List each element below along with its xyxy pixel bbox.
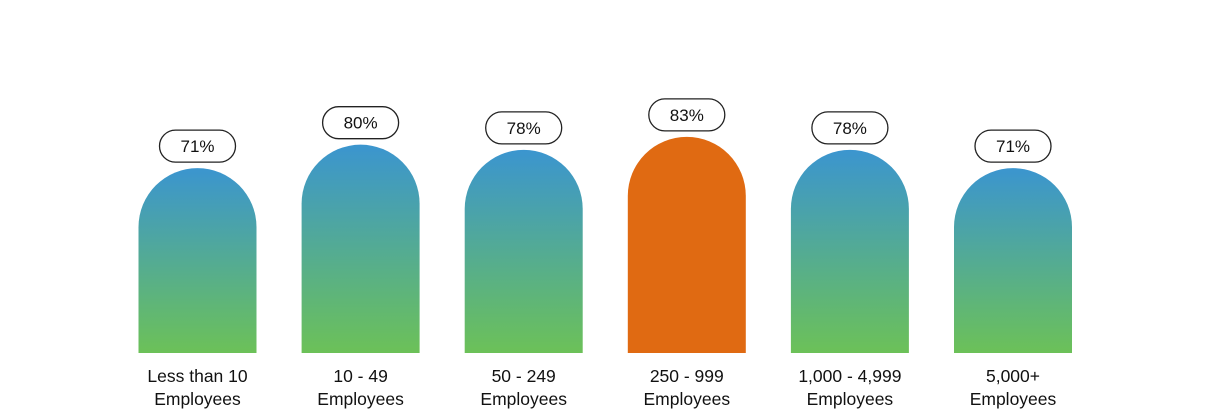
value-label: 83% [670, 106, 704, 125]
category-unit: Employees [644, 389, 731, 409]
category-range: 50 - 249 [492, 366, 556, 386]
value-pill-0: 71% [158, 129, 237, 163]
category-label-4: 1,000 - 4,999 Employees [798, 366, 901, 409]
bar-3 [627, 136, 746, 353]
category-range: Less than 10 [147, 366, 247, 386]
value-pill-5: 71% [974, 129, 1052, 163]
value-pill-1: 80% [321, 106, 400, 140]
value-label: 78% [507, 119, 541, 138]
category-range: 1,000 - 4,999 [798, 366, 901, 386]
bar-0 [138, 168, 257, 353]
value-pill-outline [974, 129, 1052, 163]
value-label: 78% [833, 119, 867, 138]
category-unit: Employees [154, 389, 241, 409]
category-range: 5,000+ [986, 366, 1040, 386]
value-label: 71% [180, 137, 214, 156]
category-label-3: 250 - 999 Employees [644, 366, 731, 409]
bar-2 [464, 149, 583, 353]
category-unit: Employees [970, 389, 1057, 409]
value-pill-outline [811, 111, 889, 145]
value-pill-3: 83% [648, 98, 726, 132]
category-label-1: 10 - 49 Employees [317, 366, 404, 409]
value-pill-4: 78% [811, 111, 889, 145]
category-range: 250 - 999 [650, 366, 724, 386]
value-pill-outline [485, 111, 563, 145]
value-label: 80% [344, 114, 378, 133]
category-unit: Employees [317, 389, 404, 409]
value-pill-outline [321, 106, 400, 140]
value-labels-group: 71% 80% 78% 83% 78% 71% [158, 98, 1052, 163]
value-label: 71% [996, 137, 1030, 156]
category-unit: Employees [807, 389, 894, 409]
bar-4 [790, 149, 909, 353]
value-pill-2: 78% [485, 111, 563, 145]
category-label-0: Less than 10 Employees [147, 366, 247, 409]
category-label-2: 50 - 249 Employees [480, 366, 567, 409]
category-range: 10 - 49 [333, 366, 387, 386]
bar-5 [954, 168, 1072, 353]
value-pill-outline [158, 129, 237, 163]
category-unit: Employees [480, 389, 567, 409]
bar-1 [301, 144, 420, 353]
category-label-5: 5,000+ Employees [970, 366, 1057, 409]
value-pill-outline [648, 98, 726, 132]
bars-group [138, 136, 1072, 353]
